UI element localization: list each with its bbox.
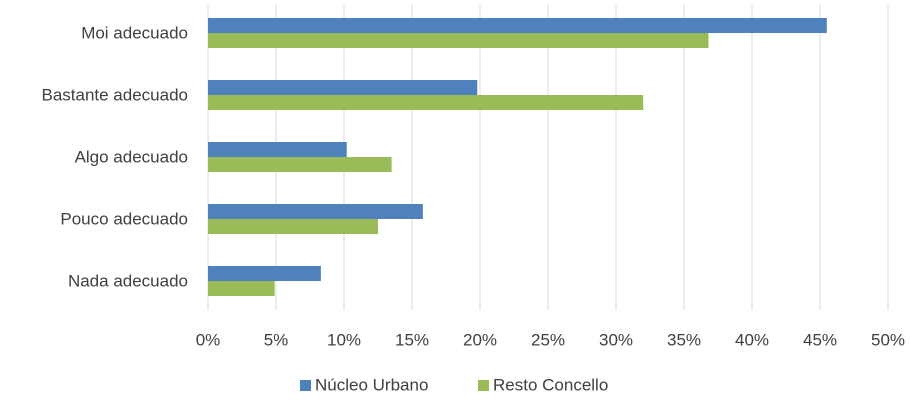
- x-tick-label: 30%: [599, 330, 633, 349]
- bar: [208, 80, 478, 95]
- y-tick-label: Nada adecuado: [68, 271, 188, 290]
- x-tick-label: 35%: [667, 330, 701, 349]
- y-tick-label: Pouco adecuado: [60, 209, 188, 228]
- x-tick-label: 5%: [264, 330, 289, 349]
- x-tick-label: 15%: [395, 330, 429, 349]
- x-tick-label: 25%: [531, 330, 565, 349]
- bar: [208, 204, 423, 219]
- bar: [208, 18, 827, 33]
- bar: [208, 157, 392, 172]
- x-tick-label: 45%: [803, 330, 837, 349]
- x-tick-label: 40%: [735, 330, 769, 349]
- legend-swatch: [300, 380, 311, 391]
- bar: [208, 33, 709, 48]
- legend-swatch: [478, 380, 489, 391]
- y-tick-label: Bastante adecuado: [41, 85, 188, 104]
- bar: [208, 95, 644, 110]
- x-tick-label: 20%: [463, 330, 497, 349]
- y-tick-label: Moi adecuado: [81, 23, 188, 42]
- y-tick-label: Algo adecuado: [75, 147, 188, 166]
- x-tick-label: 10%: [327, 330, 361, 349]
- bar: [208, 142, 347, 157]
- legend-label: Resto Concello: [493, 375, 608, 394]
- bar: [208, 281, 275, 296]
- x-tick-label: 50%: [871, 330, 905, 349]
- bar: [208, 266, 321, 281]
- legend-label: Núcleo Urbano: [315, 375, 428, 394]
- x-tick-label: 0%: [196, 330, 221, 349]
- bar: [208, 219, 378, 234]
